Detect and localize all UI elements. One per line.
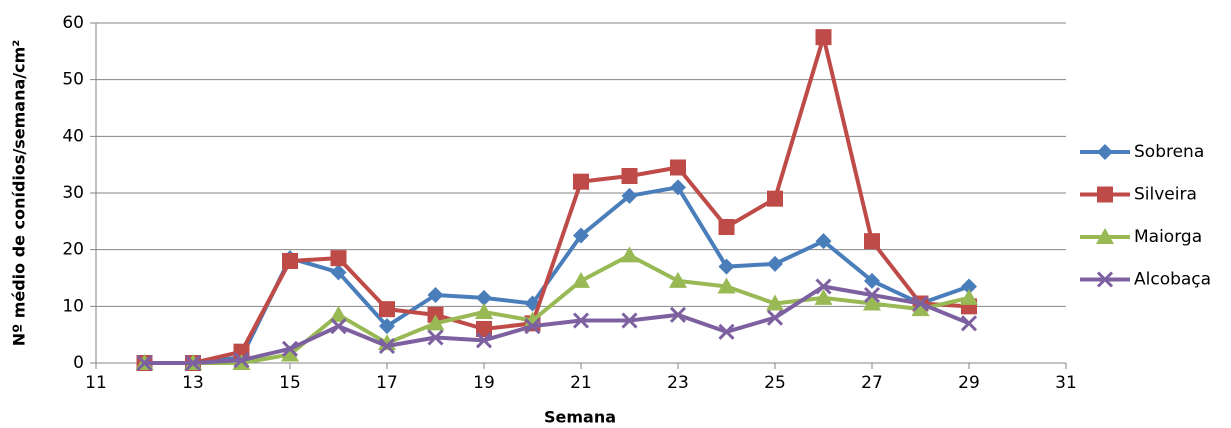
marker: [476, 289, 492, 306]
marker: [718, 258, 735, 275]
x-tick-label: 13: [182, 373, 204, 393]
marker: [620, 246, 639, 263]
marker: [1096, 228, 1114, 244]
marker: [864, 272, 880, 289]
marker: [136, 354, 153, 372]
marker: [864, 233, 880, 250]
marker: [476, 321, 492, 337]
marker: [718, 219, 735, 235]
legend-label: Silveira: [1134, 185, 1197, 205]
marker: [961, 278, 977, 295]
marker: [912, 295, 929, 312]
y-tick-label: 30: [62, 183, 84, 203]
marker: [475, 303, 493, 319]
x-tick-label: 25: [764, 373, 786, 393]
series-line: [144, 284, 970, 365]
x-axis-label: Semana: [544, 408, 616, 427]
legend-label: Sobrena: [1134, 142, 1204, 162]
marker: [573, 173, 589, 190]
marker: [766, 309, 784, 326]
marker: [1097, 144, 1113, 160]
y-tick-label: 60: [62, 13, 84, 33]
x-tick-label: 17: [376, 373, 398, 393]
y-tick-label: 0: [73, 353, 84, 373]
marker: [330, 318, 347, 335]
marker: [379, 318, 395, 335]
x-tick-label: 21: [570, 373, 592, 393]
marker: [815, 278, 832, 295]
marker: [573, 227, 589, 244]
marker: [1096, 271, 1114, 288]
x-tick-label: 27: [861, 373, 883, 393]
marker: [330, 250, 347, 267]
marker: [281, 340, 299, 357]
marker: [621, 187, 638, 204]
marker: [329, 305, 348, 322]
marker: [524, 318, 541, 335]
marker: [1097, 186, 1113, 203]
x-tick-label: 23: [667, 373, 689, 393]
y-tick-label: 50: [62, 70, 84, 90]
marker: [767, 190, 783, 207]
marker: [621, 168, 638, 184]
marker: [378, 337, 396, 355]
y-tick-label: 40: [62, 126, 84, 146]
marker: [718, 323, 735, 340]
marker: [233, 352, 250, 369]
marker: [621, 312, 638, 329]
x-tick-label: 19: [473, 373, 495, 393]
marker: [767, 255, 783, 272]
marker: [670, 159, 686, 176]
marker: [572, 312, 590, 329]
x-tick-label: 15: [279, 373, 301, 393]
series-line: [144, 253, 970, 365]
legend-label: Alcobaça: [1134, 270, 1211, 290]
marker: [814, 288, 833, 305]
marker: [863, 294, 881, 311]
marker: [669, 271, 687, 288]
series-line: [144, 35, 970, 365]
marker: [863, 286, 881, 304]
marker: [427, 287, 444, 303]
marker: [670, 179, 686, 196]
marker: [475, 332, 493, 349]
marker: [766, 294, 784, 311]
legend-label: Maiorga: [1134, 227, 1202, 247]
x-tick-label: 11: [85, 373, 107, 393]
y-axis-label: Nº médio de conídios/semana/cm²: [10, 40, 29, 347]
marker: [281, 345, 299, 362]
marker: [330, 264, 347, 281]
marker: [960, 315, 978, 332]
marker: [911, 300, 930, 317]
series-line: [144, 185, 970, 365]
marker: [379, 301, 395, 318]
marker: [282, 253, 298, 269]
y-tick-label: 20: [62, 240, 84, 260]
marker: [426, 314, 445, 331]
marker: [669, 306, 687, 323]
x-tick-label: 29: [958, 373, 980, 393]
marker: [815, 29, 832, 46]
marker: [960, 288, 978, 305]
marker: [572, 271, 590, 288]
y-tick-label: 10: [62, 296, 84, 316]
marker: [427, 329, 444, 346]
marker: [815, 233, 832, 250]
x-tick-label: 31: [1055, 373, 1077, 393]
marker: [717, 277, 736, 294]
marker: [184, 354, 202, 372]
